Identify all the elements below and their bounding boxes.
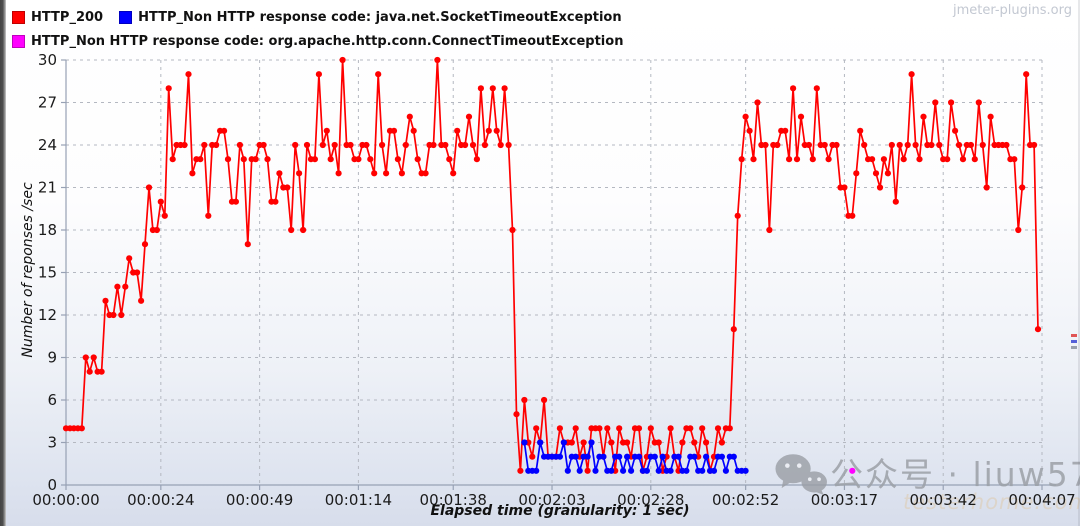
legend-swatch-http-200 [12, 10, 25, 24]
svg-text:00:01:14: 00:01:14 [325, 491, 392, 509]
window-left-border [0, 0, 6, 526]
legend-row-2: HTTP_Non HTTP response code: org.apache.… [12, 29, 639, 53]
testerhome-watermark: testerhome.com [903, 490, 1080, 514]
svg-text:00:01:38: 00:01:38 [420, 491, 487, 509]
legend-label-socket-timeout: HTTP_Non HTTP response code: java.net.So… [138, 9, 622, 25]
svg-text:00:00:49: 00:00:49 [226, 491, 293, 509]
right-edge-artifact-blue [1071, 340, 1077, 343]
svg-text:9: 9 [47, 349, 57, 367]
legend-row-1: HTTP_200 HTTP_Non HTTP response code: ja… [12, 5, 639, 29]
legend-label-http-200: HTTP_200 [31, 9, 104, 25]
svg-text:21: 21 [38, 179, 57, 197]
svg-text:00:00:00: 00:00:00 [32, 491, 99, 509]
legend-label-connect-timeout: HTTP_Non HTTP response code: org.apache.… [31, 33, 624, 49]
chart-legend: HTTP_200 HTTP_Non HTTP response code: ja… [12, 5, 639, 53]
svg-text:00:02:03: 00:02:03 [518, 491, 585, 509]
legend-swatch-socket-timeout [119, 10, 133, 24]
wechat-icon [772, 452, 830, 500]
svg-text:18: 18 [38, 221, 57, 239]
right-edge-artifact-gray [1071, 346, 1077, 349]
svg-text:27: 27 [38, 94, 57, 112]
svg-text:00:02:28: 00:02:28 [617, 491, 684, 509]
svg-text:3: 3 [47, 434, 57, 452]
legend-swatch-connect-timeout [12, 34, 25, 48]
svg-text:00:02:52: 00:02:52 [712, 491, 779, 509]
svg-text:0: 0 [47, 476, 57, 494]
svg-text:00:00:24: 00:00:24 [127, 491, 194, 509]
svg-text:12: 12 [38, 306, 57, 324]
jmeter-plugins-watermark: jmeter-plugins.org [952, 3, 1072, 18]
svg-text:24: 24 [38, 136, 57, 154]
svg-text:00:03:42: 00:03:42 [910, 491, 977, 509]
window-right-border [1078, 0, 1080, 526]
svg-text:30: 30 [38, 51, 57, 69]
x-axis-title: Elapsed time (granularity: 1 sec) [430, 503, 690, 519]
wechat-brand-watermark: 公众号 · liuw57 [830, 455, 1080, 494]
y-axis-title: Number of reponses /sec [20, 182, 36, 358]
svg-text:00:04:07: 00:04:07 [1008, 491, 1075, 509]
svg-text:6: 6 [47, 391, 57, 409]
svg-text:00:03:17: 00:03:17 [811, 491, 878, 509]
right-edge-artifact-red [1071, 334, 1077, 337]
svg-text:15: 15 [38, 264, 57, 282]
